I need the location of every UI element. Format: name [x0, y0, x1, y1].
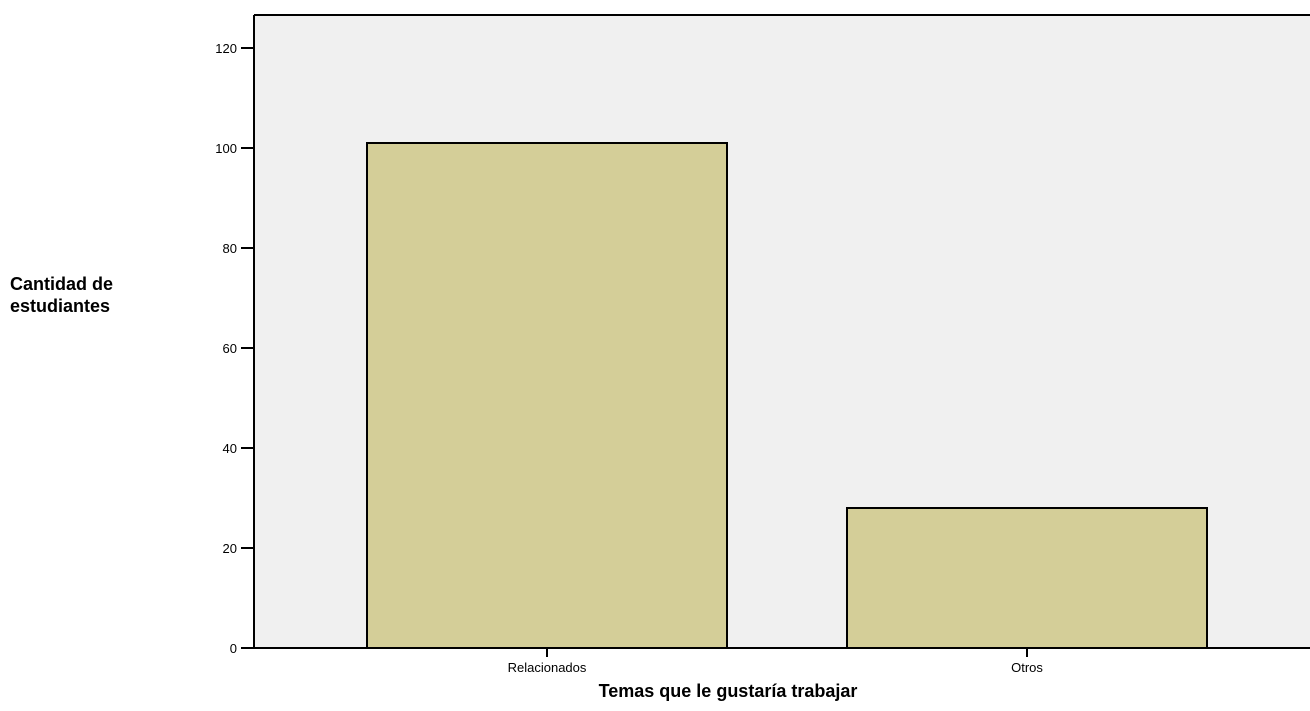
- x-axis-label: Temas que le gustaría trabajar: [599, 681, 858, 701]
- bar-relacionados: [366, 142, 728, 649]
- y-tick-label-60: 60: [223, 341, 237, 356]
- y-axis-label-line-1: Cantidad de: [10, 274, 114, 294]
- x-tick-label-relacionados: Relacionados: [508, 660, 587, 675]
- y-tick-label-80: 80: [223, 241, 237, 256]
- y-tick-label-40: 40: [223, 441, 237, 456]
- x-tick-label-otros: Otros: [1011, 660, 1043, 675]
- y-tick-label-120: 120: [215, 41, 237, 56]
- y-tick-label-0: 0: [230, 641, 237, 656]
- y-tick-label-20: 20: [223, 541, 237, 556]
- bar-otros: [846, 507, 1208, 649]
- y-tick-label-100: 100: [215, 141, 237, 156]
- y-axis-label-line-2: estudiantes: [10, 296, 111, 316]
- y-axis-label: Cantidad de estudiantes: [10, 273, 160, 317]
